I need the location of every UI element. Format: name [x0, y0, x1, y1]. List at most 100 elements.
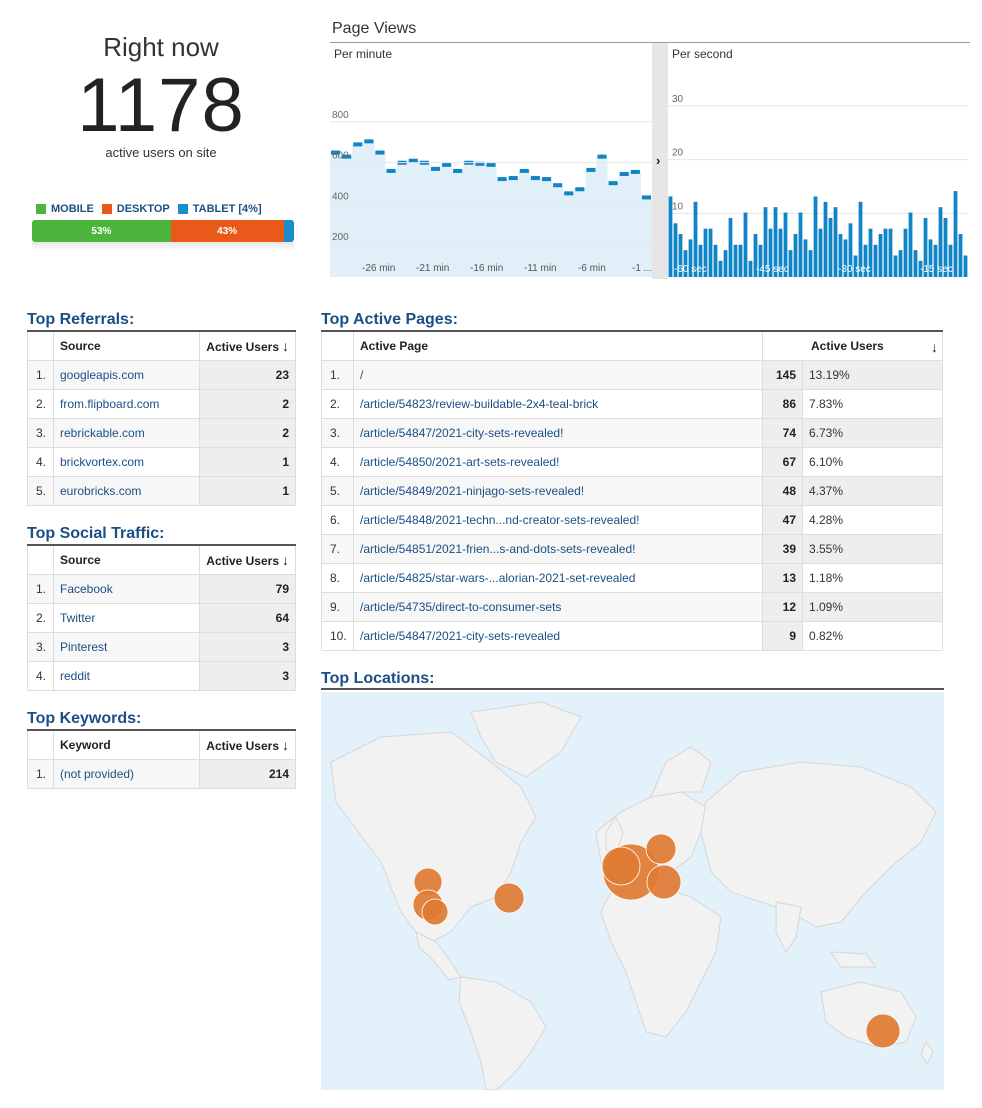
page-link[interactable]: /article/54823/review-buildable-2x4-teal…: [353, 388, 763, 419]
per-second-bar: [683, 250, 688, 277]
table-row: 8./article/54825/star-wars-...alorian-20…: [321, 562, 943, 593]
keyword-link[interactable]: (not provided): [52, 758, 201, 789]
table-row: 9./article/54735/direct-to-consumer-sets…: [321, 591, 943, 622]
source-link[interactable]: eurobricks.com: [52, 475, 201, 506]
per-minute-point: [386, 168, 396, 173]
table-row: 4. brickvortex.com 1: [27, 446, 296, 477]
per-second-bar: [808, 250, 813, 277]
active-users-header[interactable]: Active Users ↓: [762, 332, 943, 361]
x-tick-label: -1 ...: [632, 263, 652, 274]
pages-rule: [321, 330, 943, 332]
page-link[interactable]: /article/54851/2021-frien...s-and-dots-s…: [353, 533, 763, 564]
device-bar-shadow: [32, 242, 294, 252]
top-pages-title: Top Active Pages:: [321, 311, 458, 328]
per-minute-point: [619, 171, 629, 176]
table-row: 5. eurobricks.com 1: [27, 475, 296, 506]
location-bubble[interactable]: [646, 864, 682, 900]
source-header: Source: [52, 546, 201, 575]
world-map: [330, 701, 937, 1090]
per-second-bar: [893, 255, 898, 277]
location-bubble[interactable]: [421, 898, 449, 926]
per-second-bar: [868, 228, 873, 277]
per-second-bar: [863, 244, 868, 277]
per-second-bar: [668, 196, 673, 277]
page-views-title: Page Views: [332, 20, 417, 37]
per-second-bar: [713, 244, 718, 277]
per-second-bar: [903, 228, 908, 277]
legend-desktop: DESKTOP: [101, 203, 170, 215]
page-link[interactable]: /article/54735/direct-to-consumer-sets: [353, 591, 763, 622]
location-bubble[interactable]: [865, 1013, 901, 1049]
per-minute-point: [597, 154, 607, 159]
active-users-header[interactable]: Active Users ↓: [199, 546, 296, 575]
percent-value: 3.55%: [802, 533, 943, 564]
source-link[interactable]: googleapis.com: [52, 359, 201, 390]
row-index: 6.: [321, 504, 354, 535]
x-tick-label: -6 min: [578, 263, 606, 274]
page-link[interactable]: /article/54825/star-wars-...alorian-2021…: [353, 562, 763, 593]
per-second-bar: [688, 239, 693, 277]
page-link[interactable]: /article/54847/2021-city-sets-revealed!: [353, 417, 763, 448]
referrals-rule: [27, 330, 296, 332]
per-second-bar: [953, 191, 958, 277]
table-row: 1./145 13.19%: [321, 359, 943, 390]
percent-value: 4.28%: [802, 504, 943, 535]
per-minute-point: [553, 183, 563, 188]
active-users-value: 86: [762, 388, 803, 419]
per-second-bar: [948, 244, 953, 277]
row-index: 3.: [27, 417, 54, 448]
x-tick-label: -21 min: [416, 263, 449, 274]
row-index: 1.: [27, 573, 54, 604]
page-link[interactable]: /article/54847/2021-city-sets-revealed: [353, 620, 763, 651]
page-link[interactable]: /article/54848/2021-techn...nd-creator-s…: [353, 504, 763, 535]
source-link[interactable]: rebrickable.com: [52, 417, 201, 448]
location-bubble[interactable]: [601, 846, 641, 886]
per-minute-point: [408, 158, 418, 163]
per-second-bar: [718, 260, 723, 277]
source-link[interactable]: reddit: [52, 660, 201, 691]
per-second-bar: [843, 239, 848, 277]
location-bubble[interactable]: [493, 882, 525, 914]
per-second-bar: [853, 255, 858, 277]
source-link[interactable]: Facebook: [52, 573, 201, 604]
active-users-value: 2: [199, 417, 296, 448]
page-link[interactable]: /article/54849/2021-ninjago-sets-reveale…: [353, 475, 763, 506]
table-row: 2. from.flipboard.com 2: [27, 388, 296, 419]
per-second-bar: [898, 250, 903, 277]
row-index: 1.: [321, 359, 354, 390]
active-users-header[interactable]: Active Users ↓: [199, 332, 296, 361]
index-header: [27, 546, 54, 575]
per-second-bar: [928, 239, 933, 277]
per-second-bar: [743, 212, 748, 277]
percent-value: 13.19%: [802, 359, 943, 390]
percent-value: 1.09%: [802, 591, 943, 622]
active-users-value: 74: [762, 417, 803, 448]
right-now-label: Right now: [103, 32, 219, 62]
page-link[interactable]: /article/54850/2021-art-sets-revealed!: [353, 446, 763, 477]
source-link[interactable]: brickvortex.com: [52, 446, 201, 477]
active-users-value: 13: [762, 562, 803, 593]
referrals-table: Source Active Users ↓ 1. googleapis.com 23 2…: [27, 332, 296, 506]
per-second-bar: [958, 234, 963, 277]
per-second-bar: [708, 228, 713, 277]
source-link[interactable]: Pinterest: [52, 631, 201, 662]
page-link[interactable]: /: [353, 359, 763, 390]
source-link[interactable]: Twitter: [52, 602, 201, 633]
device-segment-tablet: [283, 220, 294, 242]
location-bubble[interactable]: [645, 833, 677, 865]
row-index: 5.: [27, 475, 54, 506]
device-share-bar: 53% 43%: [32, 220, 294, 242]
locations-map[interactable]: [321, 692, 944, 1090]
row-index: 1.: [27, 359, 54, 390]
per-second-bar: [723, 250, 728, 277]
active-user-count: 1178: [77, 63, 245, 148]
sort-down-icon: ↓: [282, 551, 289, 568]
row-index: 2.: [27, 602, 54, 633]
social-rule: [27, 544, 296, 546]
per-minute-point: [430, 166, 441, 171]
active-users-value: 3: [199, 660, 296, 691]
device-segment-mobile: 53%: [32, 220, 171, 242]
x-tick-label: -16 min: [470, 263, 503, 274]
source-link[interactable]: from.flipboard.com: [52, 388, 201, 419]
active-users-header[interactable]: Active Users ↓: [199, 731, 296, 760]
